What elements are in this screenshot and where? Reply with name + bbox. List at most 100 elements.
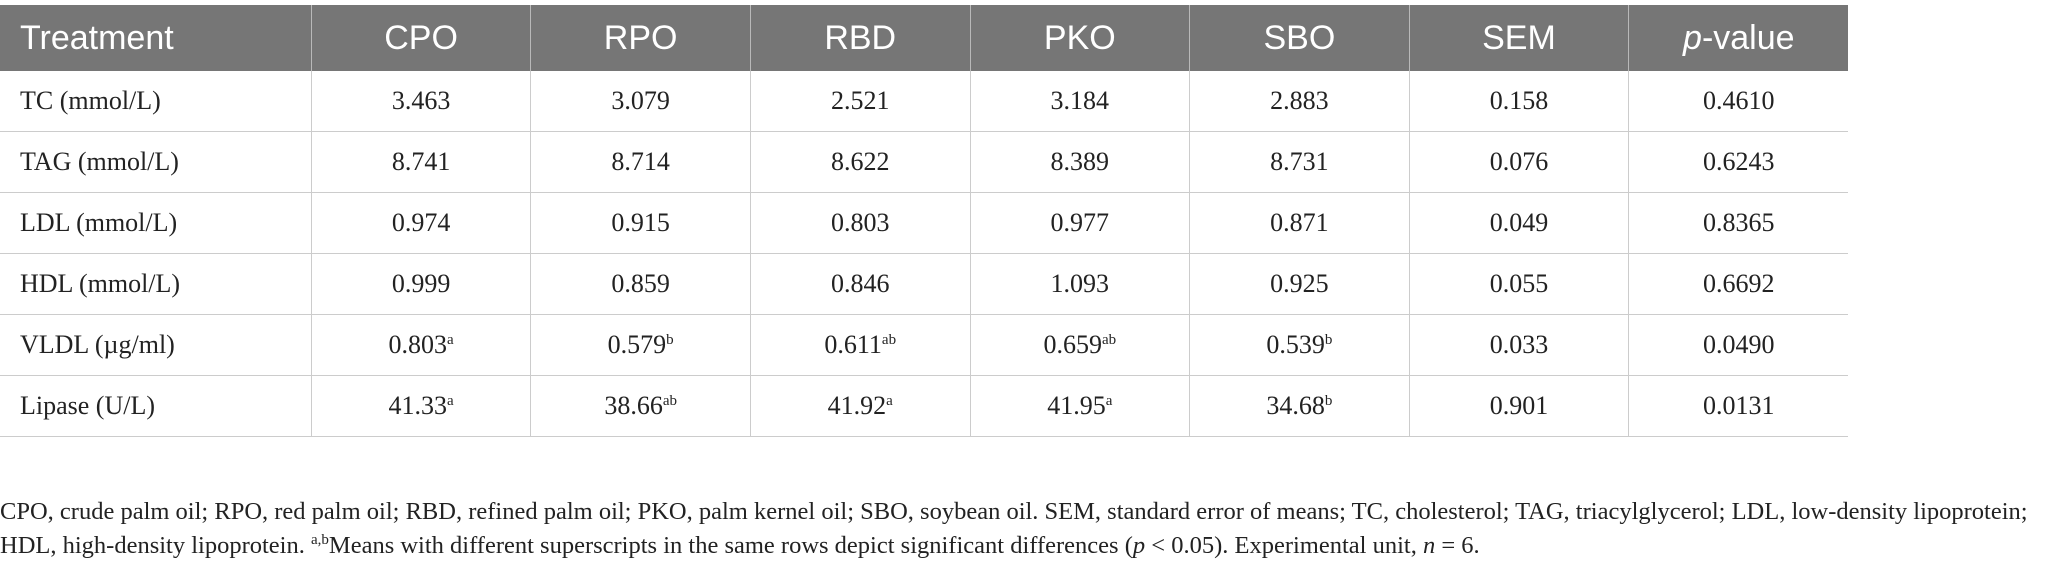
cell-value: 3.463 (391, 86, 451, 115)
cell-value: 0.974 (391, 208, 451, 237)
cell-value: 2.521 (830, 86, 890, 115)
cell-rbd: 2.521 (750, 71, 971, 132)
row-label: HDL (mmol/L) (0, 253, 312, 315)
cell-rbd: 8.622 (750, 131, 971, 193)
cell-rbd: 41.92a (750, 375, 971, 437)
cell-value: 8.731 (1270, 147, 1329, 176)
cell-value: 0.977 (1050, 208, 1110, 237)
cell-p-value: 0.6692 (1628, 253, 1849, 315)
cell-value: 0.803 (830, 208, 890, 237)
footnote-part2: Means with different superscripts in the… (328, 532, 1133, 559)
cell-sbo: 8.731 (1189, 131, 1410, 193)
header-rpo: RPO (530, 5, 751, 71)
cell-pko: 0.977 (970, 192, 1191, 254)
cell-value: 0.579 (607, 330, 667, 359)
cell-rbd: 0.846 (750, 253, 971, 315)
table-footnote: CPO, crude palm oil; RPO, red palm oil; … (0, 495, 2048, 563)
table-row: LDL (mmol/L) 0.974 0.915 0.803 0.977 0.871 0.0… (0, 192, 2068, 254)
cell-value: 0.611 (824, 330, 882, 359)
cell-rpo: 0.859 (530, 253, 751, 315)
cell-superscript: ab (662, 393, 677, 409)
cell-superscript: ab (881, 332, 897, 348)
results-table: Treatment CPO RPO RBD PKO SBO SEM p-valu… (0, 5, 2068, 437)
row-label: Lipase (U/L) (0, 375, 312, 437)
cell-sbo: 0.539b (1189, 314, 1410, 376)
cell-pko: 8.389 (970, 131, 1191, 193)
cell-pko: 41.95a (970, 375, 1191, 437)
cell-value: 41.92 (827, 391, 887, 420)
table-row: TAG (mmol/L) 8.741 8.714 8.622 8.389 8.731 0.0… (0, 131, 2068, 193)
cell-value: 8.741 (391, 147, 451, 176)
cell-pko: 0.659ab (970, 314, 1191, 376)
cell-value: 0.659 (1043, 330, 1102, 359)
header-cpo: CPO (311, 5, 532, 71)
cell-value: 3.184 (1050, 86, 1110, 115)
cell-value: 0.999 (391, 269, 451, 298)
header-p-value: p-value (1628, 5, 1849, 71)
cell-cpo: 0.803a (311, 314, 532, 376)
cell-sem: 0.033 (1409, 314, 1630, 376)
cell-sbo: 34.68b (1189, 375, 1410, 437)
footnote-part1: CPO, crude palm oil; RPO, red palm oil; … (0, 498, 2028, 559)
cell-value: 8.389 (1050, 147, 1110, 176)
cell-p-value: 0.4610 (1628, 71, 1849, 132)
cell-value: 3.079 (611, 86, 670, 115)
row-label: TAG (mmol/L) (0, 131, 312, 193)
cell-cpo: 3.463 (311, 71, 532, 132)
cell-rbd: 0.803 (750, 192, 971, 254)
cell-sbo: 2.883 (1189, 71, 1410, 132)
cell-value: 8.714 (611, 147, 670, 176)
cell-superscript: a (446, 393, 454, 409)
cell-p-value: 0.8365 (1628, 192, 1849, 254)
header-p-rest: -value (1701, 18, 1795, 57)
footnote-p-italic: p (1132, 532, 1146, 559)
cell-value: 0.846 (830, 269, 890, 298)
cell-cpo: 0.974 (311, 192, 532, 254)
footnote-part3: < 0.05). Experimental unit, (1145, 532, 1423, 559)
footnote-superscript: a,b (310, 532, 329, 548)
header-rbd: RBD (750, 5, 971, 71)
cell-value: 0.539 (1266, 330, 1325, 359)
header-sem: SEM (1409, 5, 1630, 71)
cell-sem: 0.901 (1409, 375, 1630, 437)
header-pko: PKO (970, 5, 1191, 71)
cell-value: 0.803 (388, 330, 447, 359)
header-treatment: Treatment (0, 5, 312, 71)
cell-value: 0.915 (611, 208, 670, 237)
row-label: TC (mmol/L) (0, 71, 312, 132)
cell-sbo: 0.871 (1189, 192, 1410, 254)
table-row: TC (mmol/L) 3.463 3.079 2.521 3.184 2.883 0.15… (0, 71, 2068, 132)
cell-cpo: 41.33a (311, 375, 532, 437)
header-row: Treatment CPO RPO RBD PKO SBO SEM p-valu… (0, 5, 2068, 71)
cell-superscript: b (1324, 332, 1333, 348)
cell-value: 41.95 (1047, 391, 1106, 420)
cell-value: 8.622 (830, 147, 890, 176)
cell-value: 0.871 (1270, 208, 1329, 237)
header-p-italic: p (1683, 18, 1702, 57)
cell-pko: 3.184 (970, 71, 1191, 132)
table-row: Lipase (U/L) 41.33a 38.66ab 41.92a 41.95a 34.… (0, 375, 2068, 437)
cell-sem: 0.076 (1409, 131, 1630, 193)
cell-rpo: 0.579b (530, 314, 751, 376)
row-label: VLDL (µg/ml) (0, 314, 312, 376)
cell-rpo: 0.915 (530, 192, 751, 254)
cell-superscript: a (446, 332, 454, 348)
header-sbo: SBO (1189, 5, 1410, 71)
cell-rbd: 0.611ab (750, 314, 971, 376)
cell-p-value: 0.0490 (1628, 314, 1849, 376)
cell-value: 38.66 (604, 391, 663, 420)
cell-value: 0.859 (611, 269, 670, 298)
cell-cpo: 0.999 (311, 253, 532, 315)
table-body: TC (mmol/L) 3.463 3.079 2.521 3.184 2.883 0.15… (0, 71, 2068, 437)
table-row: VLDL (µg/ml) 0.803a 0.579b 0.611ab 0.659ab 0.… (0, 314, 2068, 376)
cell-rpo: 3.079 (530, 71, 751, 132)
cell-superscript: a (1105, 393, 1113, 409)
cell-value: 2.883 (1270, 86, 1329, 115)
cell-sem: 0.055 (1409, 253, 1630, 315)
cell-superscript: ab (1101, 332, 1117, 348)
cell-cpo: 8.741 (311, 131, 532, 193)
cell-superscript: b (1324, 393, 1333, 409)
cell-value: 34.68 (1266, 391, 1325, 420)
cell-sbo: 0.925 (1189, 253, 1410, 315)
